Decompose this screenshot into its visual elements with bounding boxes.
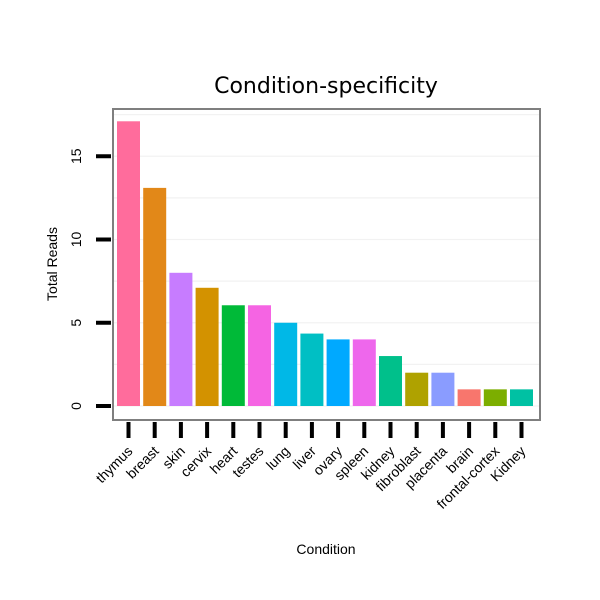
bar-ovary bbox=[326, 339, 350, 406]
x-axis: thymusbreastskincervixhearttesteslungliv… bbox=[92, 422, 529, 512]
bar-spleen bbox=[352, 339, 376, 406]
y-axis-label: Total Reads bbox=[44, 227, 60, 301]
bar-Kidney bbox=[510, 389, 533, 406]
bars bbox=[117, 121, 533, 406]
bar-thymus bbox=[117, 121, 140, 406]
x-tick-label: cervix bbox=[177, 443, 214, 480]
bar-lung bbox=[274, 322, 298, 406]
bar-brain bbox=[457, 389, 481, 406]
bar-frontal-cortex bbox=[483, 389, 507, 406]
x-axis-label: Condition bbox=[296, 541, 355, 557]
bar-liver bbox=[300, 333, 324, 406]
y-axis: 0 5 10 15 bbox=[68, 148, 111, 410]
bar-heart bbox=[221, 305, 245, 406]
bar-breast bbox=[143, 187, 167, 406]
bar-fibroblast bbox=[405, 372, 429, 406]
y-tick-label: 10 bbox=[68, 232, 84, 248]
bar-kidney bbox=[379, 356, 402, 406]
x-tick-label: lung bbox=[263, 443, 293, 473]
bar-testes bbox=[248, 305, 271, 406]
y-tick-label: 15 bbox=[68, 148, 84, 164]
bar-placenta bbox=[431, 372, 455, 406]
bar-cervix bbox=[195, 287, 219, 406]
chart-title: Condition-specificity bbox=[214, 74, 438, 99]
bar-skin bbox=[169, 272, 193, 406]
y-tick-label: 0 bbox=[68, 402, 84, 410]
y-tick-label: 5 bbox=[68, 319, 84, 327]
